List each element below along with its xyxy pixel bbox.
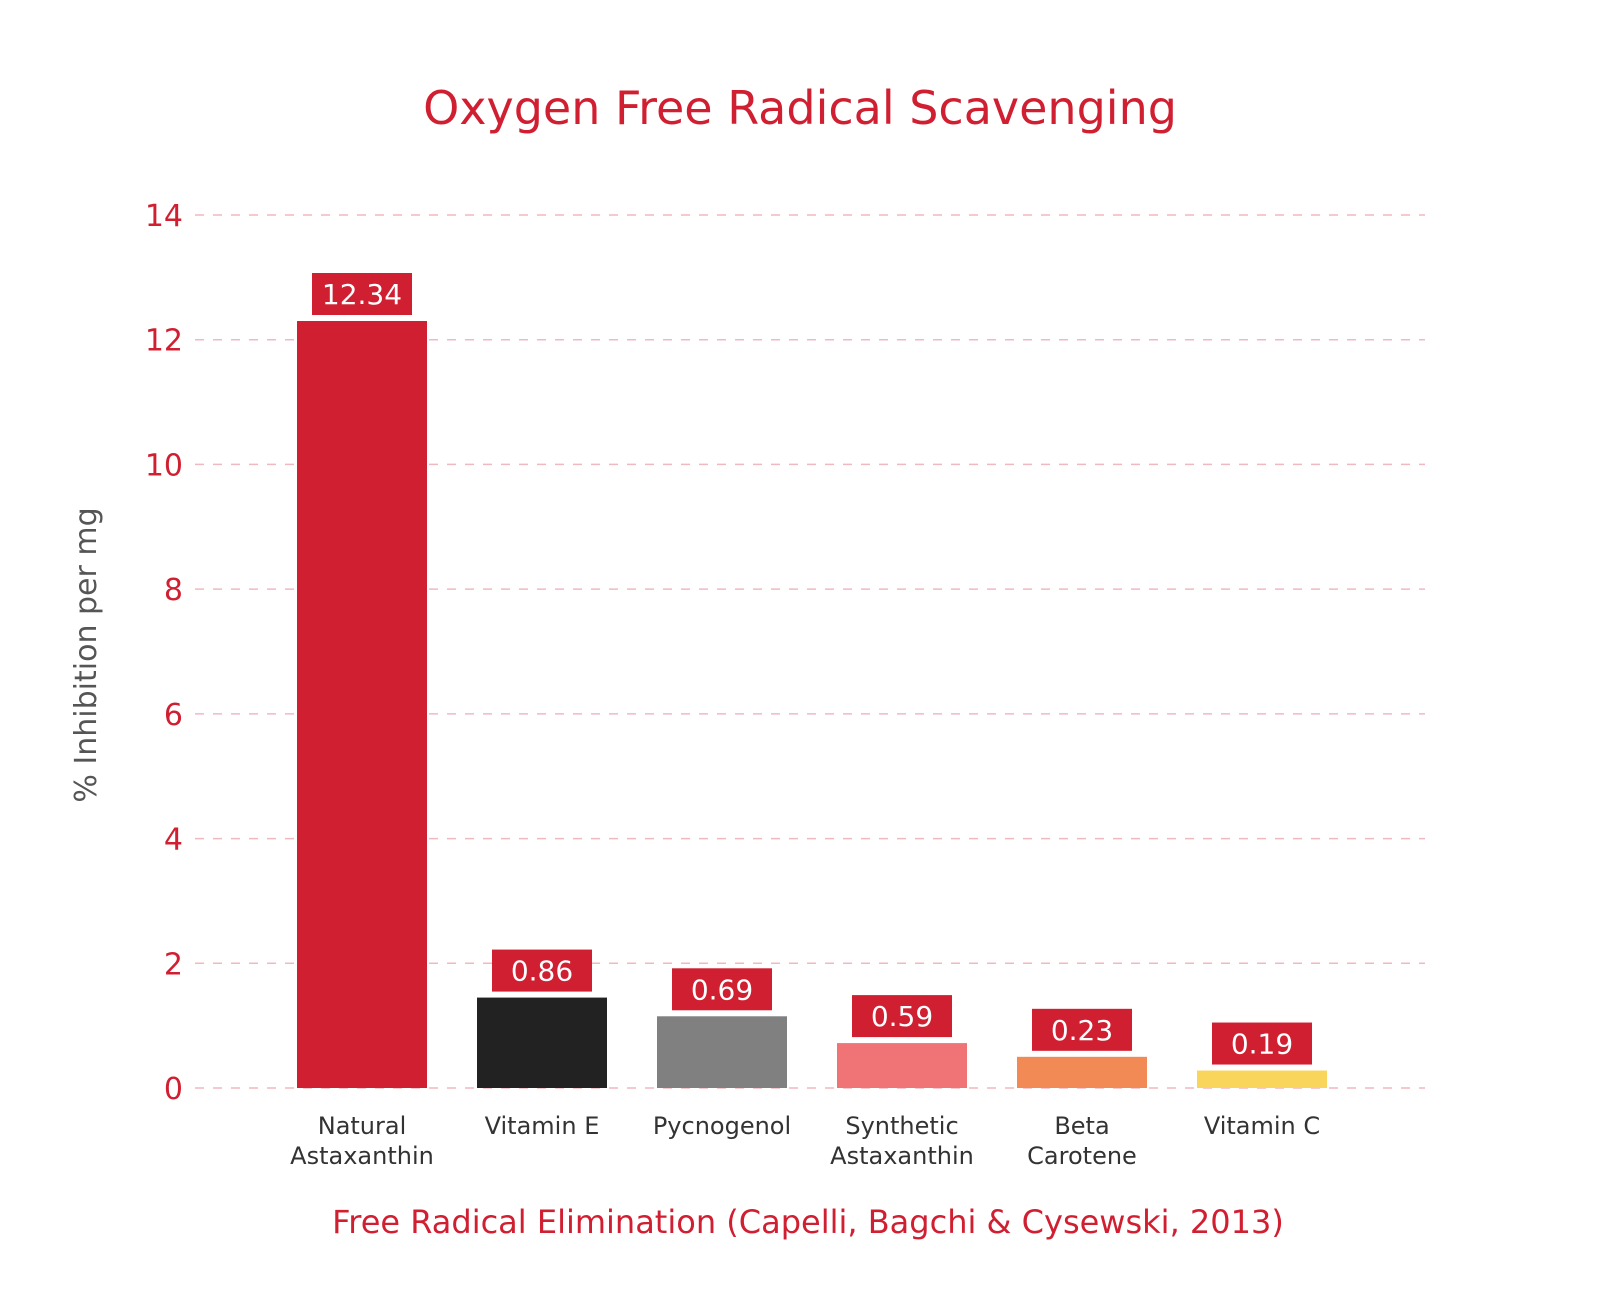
value-label: 0.59 — [852, 995, 952, 1038]
value-label-text: 0.23 — [1051, 1014, 1113, 1047]
category-labels: Natural Astaxanthin Vitamin E Pycnogenol Syn… — [290, 1112, 1320, 1170]
chart-title: Oxygen Free Radical Scavenging — [423, 81, 1177, 135]
bars — [297, 321, 1327, 1088]
bar — [1017, 1056, 1147, 1088]
y-tick-label: 4 — [164, 823, 183, 858]
value-label: 0.86 — [492, 949, 592, 992]
category-label: Pycnogenol — [653, 1112, 791, 1140]
value-label-text: 0.86 — [511, 955, 573, 988]
value-label: 12.34 — [312, 273, 412, 316]
y-axis-label: % Inhibition per mg — [69, 507, 104, 802]
category-label: Vitamin C — [1204, 1112, 1320, 1140]
bar — [837, 1043, 967, 1088]
y-tick-label: 12 — [145, 324, 183, 359]
y-tick-label: 0 — [164, 1072, 183, 1107]
value-label-box — [672, 968, 772, 1011]
value-label-box — [1212, 1022, 1312, 1065]
value-label: 0.69 — [672, 968, 772, 1011]
value-label-box — [1032, 1008, 1132, 1051]
value-label-box — [492, 949, 592, 992]
category-label: Synthetic Astaxanthin — [830, 1112, 974, 1170]
y-tick-label: 10 — [145, 448, 183, 483]
bar — [1197, 1070, 1327, 1088]
y-tick-label: 6 — [164, 698, 183, 733]
x-axis-label: Free Radical Elimination (Capelli, Bagch… — [332, 1203, 1284, 1241]
bar — [477, 997, 607, 1088]
value-label: 0.19 — [1212, 1022, 1312, 1065]
value-label-text: 12.34 — [322, 278, 402, 311]
value-label-text: 0.19 — [1231, 1028, 1293, 1061]
y-tick-label: 8 — [164, 573, 183, 608]
value-label: 0.23 — [1032, 1008, 1132, 1051]
category-label: Beta Carotene — [1027, 1112, 1137, 1170]
value-labels: 12.34 0.86 0.69 0.59 0.23 0.19 — [312, 273, 1312, 1065]
category-label: Natural Astaxanthin — [290, 1112, 434, 1170]
bar — [657, 1016, 787, 1088]
y-tick-label: 2 — [164, 947, 183, 982]
category-label: Vitamin E — [485, 1112, 600, 1140]
value-label-box — [852, 995, 952, 1038]
y-axis-ticks: 0 2 4 6 8 10 12 14 — [145, 199, 183, 1107]
value-label-text: 0.69 — [691, 973, 753, 1006]
value-label-box — [312, 273, 412, 316]
value-label-text: 0.59 — [871, 1000, 933, 1033]
y-tick-label: 14 — [145, 199, 183, 234]
bar — [297, 321, 427, 1088]
